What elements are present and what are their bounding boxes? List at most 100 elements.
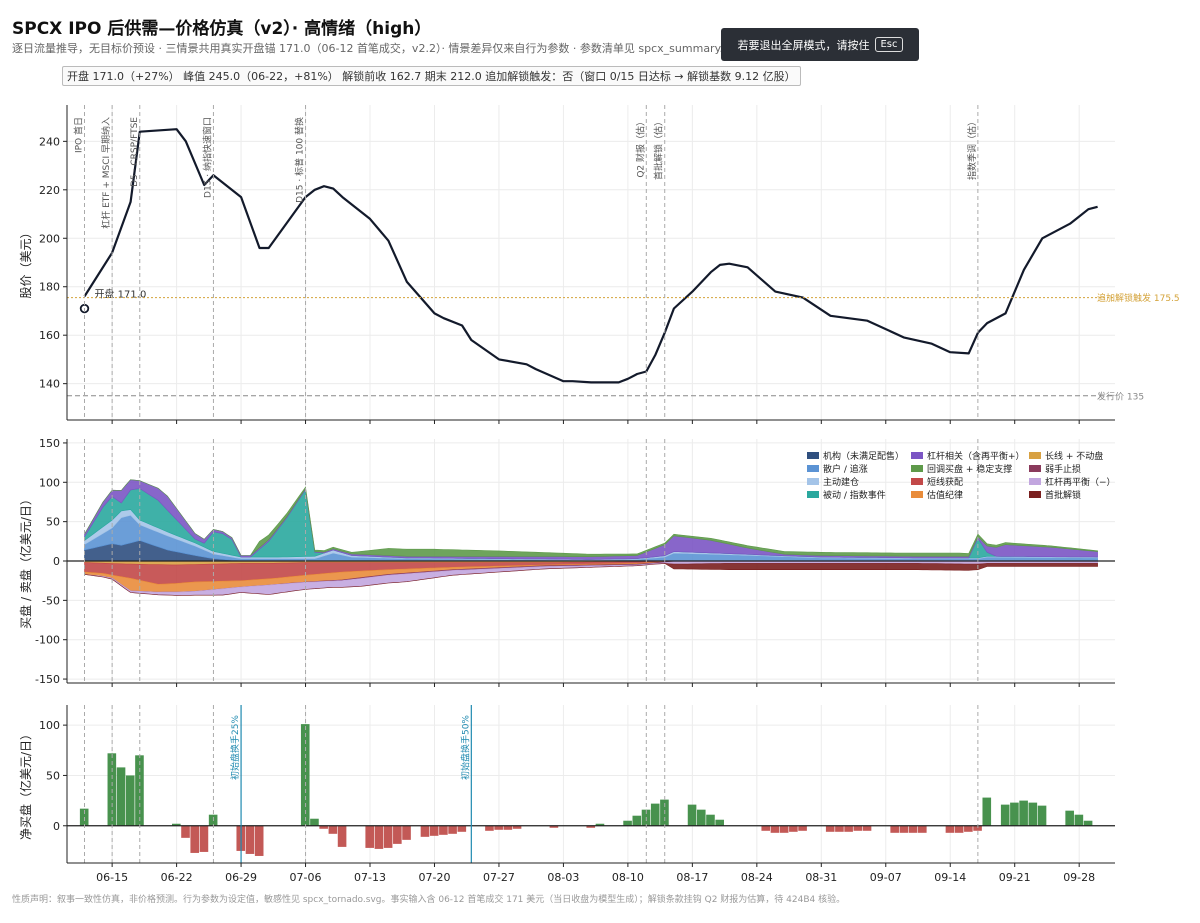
legend-swatch [911,491,923,498]
event-label: IPO 首日 [73,117,85,153]
legend-label: 估值纪律 [927,489,963,501]
unlock-trigger-label: 追加解锁触发 175.5 [1097,292,1180,304]
legend-label: 被动 / 指数事件 [823,489,886,501]
net-flow-bar [190,825,200,853]
net-flow-bar [116,767,126,826]
net-flow-bar [623,820,632,826]
x-tick-label: 09-07 [870,871,902,884]
legend-swatch [807,478,819,485]
net-flow-bar [549,825,559,828]
y-tick-label: 220 [39,184,60,197]
y-axis-title: 股价（美元） [19,226,33,298]
y-tick-label: 160 [39,329,60,342]
event-label: 指数季调（估） [966,117,978,180]
net-flow-bar [328,825,338,834]
net-flow-bar [485,825,494,831]
legend-label: 主动建仓 [823,476,859,488]
esc-key-badge: Esc [875,37,903,52]
legend-label: 首批解锁 [1045,489,1081,501]
net-flow-bar [586,825,596,828]
net-flow-bar [595,823,605,826]
event-label: D15 · 纳指快速窗口 [201,117,213,198]
turnover-marker-label: 初始盘换手50% [459,715,471,780]
y-tick-label: -100 [35,634,60,647]
mark-layer: 开盘 171.0 [67,128,1115,856]
y-axis-title: 净买盘（亿美元/日） [18,728,33,840]
x-tick-label: 07-20 [418,871,450,884]
x-tick-label: 08-31 [805,871,837,884]
net-flow-bar [254,825,264,856]
footer-disclaimer: 性质声明：叙事一致性仿真，非价格预测。行为参数为设定值，敏感性见 spcx_to… [12,895,846,905]
legend-label: 回调买盘 + 稳定支撑 [927,463,1012,475]
net-flow-bar [890,825,899,833]
y-tick-label: 100 [39,719,60,732]
legend-swatch [911,465,923,472]
x-tick-label: 08-03 [547,871,579,884]
y-tick-label: 200 [39,232,60,245]
legend-label: 杠杆相关（含再平衡+） [927,450,1025,462]
event-label: D15 · 标普 100 替换 [294,117,306,203]
x-tick-label: 07-13 [354,871,386,884]
y-tick-label: -150 [35,673,60,686]
y-tick-label: 0 [53,555,60,568]
flow-area [84,563,1098,596]
net-flow-bar [365,825,375,848]
legend-swatch [807,452,819,459]
fullscreen-exit-toast: 若要退出全屏模式，请按住 Esc [721,28,919,61]
x-tick-label: 09-21 [999,871,1031,884]
x-tick-label: 09-14 [934,871,966,884]
net-flow-bar [835,825,844,832]
net-flow-bar [825,825,835,832]
net-flow-bar [439,825,448,835]
net-flow-bar [761,825,771,831]
net-flow-bar [899,825,909,833]
net-flow-bar [1000,804,1010,826]
y-tick-label: -50 [42,594,60,607]
net-flow-bar [199,825,209,852]
net-flow-bar [798,825,807,831]
net-flow-bar [1010,802,1019,826]
summary-annotation: 开盘 171.0（+27%） 峰值 245.0（06-22，+81%） 解锁前收… [62,66,801,86]
net-flow-bar [125,775,135,826]
net-flow-bar [853,825,863,831]
net-flow-bar [908,825,918,833]
net-flow-bar [1065,810,1074,826]
net-flow-bar [429,825,439,836]
net-flow-bar [172,823,181,826]
net-flow-bar [779,825,789,833]
x-tick-label: 07-06 [290,871,322,884]
legend-swatch [1029,452,1041,459]
net-flow-bar [448,825,457,834]
y-tick-label: 100 [39,476,60,489]
legend-swatch [1029,465,1041,472]
event-label: 杠杆 ETF + MSCI 早期纳入 [100,117,112,229]
price-line [83,128,1098,384]
chart-subtitle: 逐日流量推导，无目标价预设 · 三情景共用真实开盘锚 171.0（06-12 首… [12,42,741,55]
net-flow-bar [982,797,992,826]
net-flow-bar [393,825,402,844]
net-flow-bar [862,825,872,831]
x-tick-label: 07-27 [483,871,515,884]
net-flow-bar [420,825,430,837]
net-flow-bar [1019,800,1028,826]
net-flow-bar [945,825,955,833]
net-flow-bar [954,825,964,833]
net-flow-bar [402,825,411,840]
y-tick-label: 50 [46,516,60,529]
flow-area [84,479,1098,557]
y-tick-label: 140 [39,378,60,391]
net-flow-bar [706,814,715,826]
event-label: D5 · CRSP/FTSE [130,117,140,187]
net-flow-bar [245,825,255,854]
turnover-marker-label: 初始盘换手25% [229,715,241,780]
net-flow-bar [1028,802,1038,826]
x-tick-label: 06-22 [161,871,193,884]
net-flow-bar [650,803,660,826]
y-tick-label: 150 [39,437,60,450]
net-flow-bar [457,825,467,832]
net-flow-bar [687,804,697,826]
x-tick-label: 08-10 [612,871,644,884]
legend-label: 杠杆再平衡（−） [1045,476,1116,488]
legend-swatch [911,478,923,485]
